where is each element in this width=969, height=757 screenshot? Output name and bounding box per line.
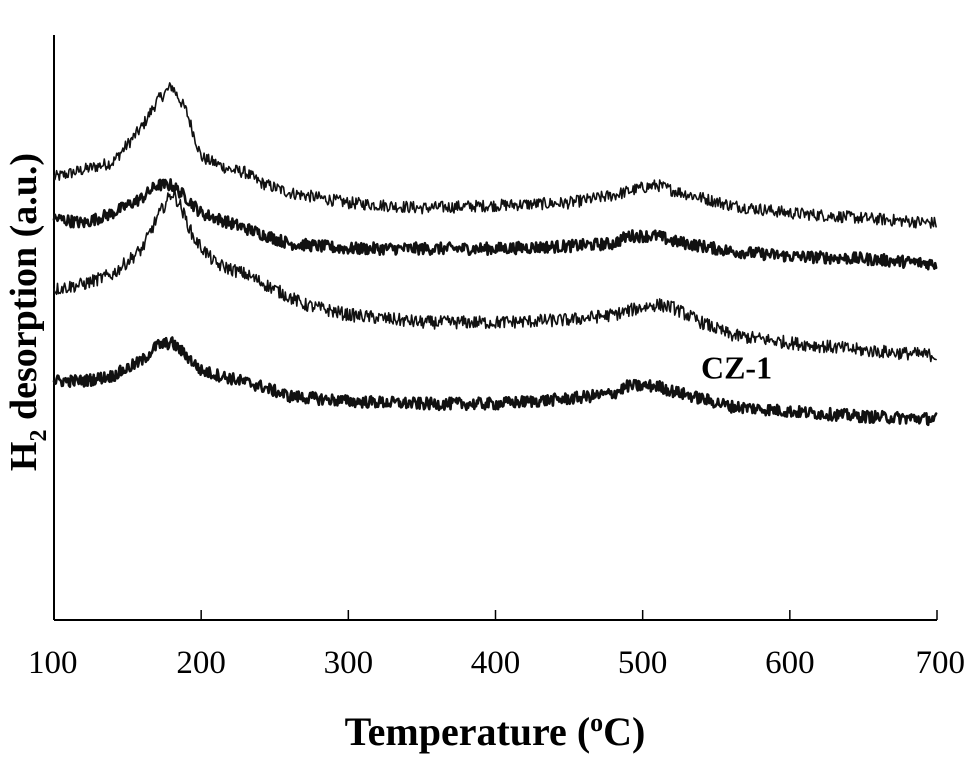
annotations: CZ-1	[701, 349, 772, 385]
y-axis-title-sub: 2	[26, 430, 52, 442]
x-tick-label-400: 400	[471, 645, 521, 681]
x-axis-title: Temperature (oC)	[345, 708, 646, 754]
y-axis-title-prefix: H	[3, 442, 45, 472]
x-tick-label-200: 200	[176, 645, 226, 681]
x-ticks	[54, 610, 937, 620]
x-axis-title-unit: C)	[603, 709, 645, 754]
x-axis-title-sup: o	[590, 708, 603, 737]
x-tick-label-700: 700	[916, 645, 966, 681]
y-axis-title: H2 desorption (a.u.)	[3, 153, 52, 471]
annotation-label-1: CZ-1	[701, 349, 772, 385]
x-tick-label-500: 500	[618, 645, 668, 681]
x-tick-label-300: 300	[324, 645, 374, 681]
x-tick-labels: 100 200 300 400 500 600 700	[28, 645, 965, 681]
series-line-1	[54, 83, 936, 228]
series-curves	[54, 83, 936, 425]
x-axis-title-main: Temperature (	[345, 709, 591, 754]
x-tick-label-600: 600	[765, 645, 815, 681]
x-tick-label-100: 100	[28, 645, 78, 681]
y-axis-title-rest: desorption (a.u.)	[3, 153, 45, 430]
